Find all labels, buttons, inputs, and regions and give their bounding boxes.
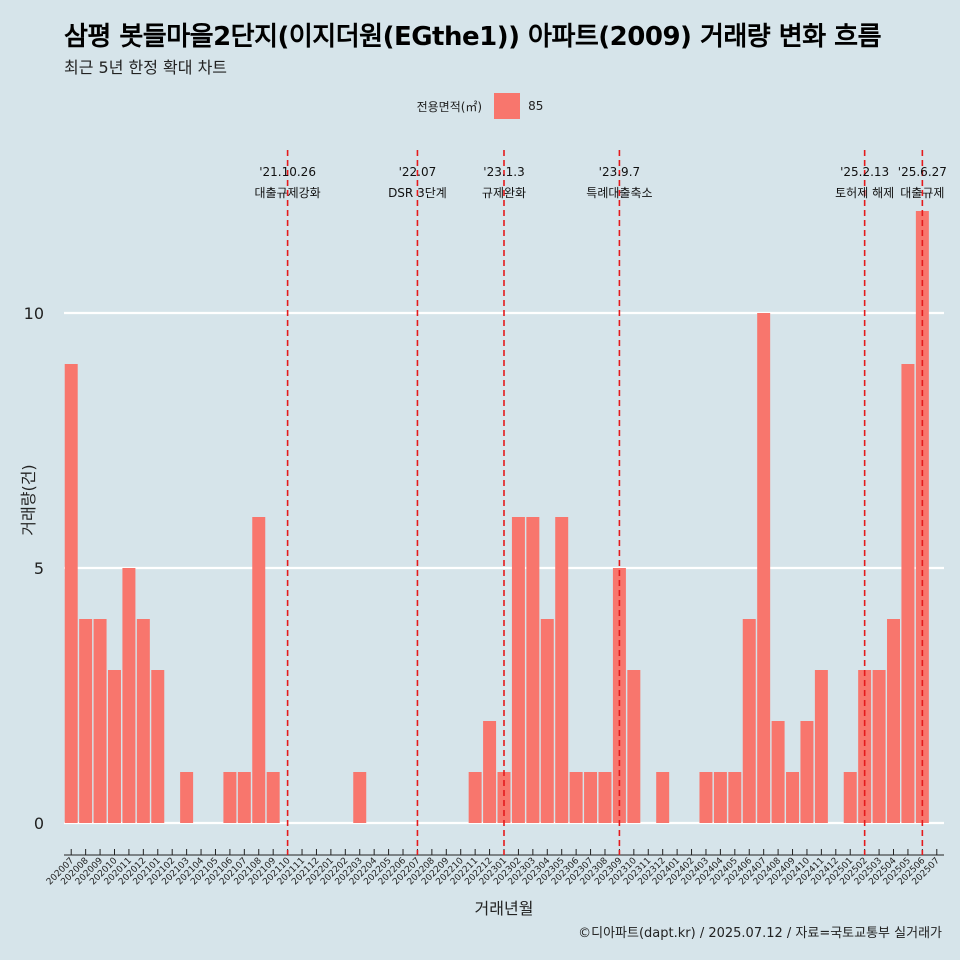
bar-202403 — [699, 772, 713, 823]
bar-202312 — [656, 772, 670, 823]
event-date-label: '25.6.27 — [898, 165, 947, 179]
bar-202408 — [771, 721, 785, 823]
event-label: DSR 3단계 — [388, 186, 447, 200]
event-label: 토허제 해제 — [835, 186, 894, 200]
source-caption: ©디아파트(dapt.kr) / 2025.07.12 / 자료=국토교통부 실… — [578, 926, 942, 941]
bar-202505 — [901, 364, 915, 823]
bar-202411 — [814, 670, 828, 823]
bar-202008 — [79, 619, 93, 823]
bar-202406 — [742, 619, 756, 823]
bar-202307 — [584, 772, 598, 823]
y-tick-label: 10 — [24, 304, 44, 323]
bar-202502 — [858, 670, 872, 823]
bar-202305 — [555, 517, 569, 823]
bar-202504 — [887, 619, 900, 823]
bar-202302 — [511, 517, 525, 823]
bar-202009 — [93, 619, 107, 823]
bar-202109 — [266, 772, 280, 823]
x-axis-title: 거래년월 — [475, 899, 534, 918]
bar-202301 — [497, 772, 511, 823]
bar-202211 — [468, 772, 482, 823]
bar-202310 — [627, 670, 641, 823]
bar-202108 — [252, 517, 266, 823]
bar-202212 — [483, 721, 497, 823]
event-date-label: '23.9.7 — [599, 165, 640, 179]
bar-202101 — [151, 670, 165, 823]
y-axis-title: 거래량(건) — [19, 464, 38, 535]
bar-202011 — [122, 568, 136, 823]
event-label: 규제완화 — [482, 186, 526, 200]
bar-202007 — [64, 364, 78, 823]
event-date-label: '22.07 — [399, 165, 437, 179]
bar-202404 — [713, 772, 727, 823]
y-tick-label: 5 — [34, 559, 44, 578]
event-label: 대출규제 — [900, 186, 944, 200]
event-date-label: '25.2.13 — [840, 165, 889, 179]
bar-202103 — [180, 772, 194, 823]
legend: 전용면적(㎡) 85 — [0, 93, 960, 119]
bar-202410 — [800, 721, 814, 823]
bar-202010 — [108, 670, 121, 823]
chart-subtitle: 최근 5년 한정 확대 차트 — [64, 58, 228, 77]
bar-202304 — [540, 619, 554, 823]
legend-title: 전용면적(㎡) — [416, 99, 483, 114]
bar-202203 — [353, 772, 367, 823]
bar-202306 — [569, 772, 583, 823]
bar-202409 — [786, 772, 800, 823]
bar-202303 — [526, 517, 540, 823]
bar-202106 — [223, 772, 237, 823]
event-label: 대출규제강화 — [254, 186, 320, 200]
bar-202503 — [872, 670, 886, 823]
event-date-label: '21.10.26 — [259, 165, 316, 179]
bar-202407 — [757, 313, 771, 823]
bar-202501 — [843, 772, 857, 823]
y-tick-label: 0 — [34, 814, 44, 833]
event-label: 특례대출축소 — [586, 186, 652, 200]
bar-202107 — [237, 772, 251, 823]
bar-202506 — [915, 211, 929, 823]
legend-item-label: 85 — [528, 99, 544, 113]
bar-202012 — [136, 619, 150, 823]
event-date-label: '23.1.3 — [483, 165, 524, 179]
chart-title: 삼평 봇들마을2단지(이지더원(EGthe1)) 아파트(2009) 거래량 변… — [64, 22, 882, 52]
bar-202308 — [598, 772, 612, 823]
legend-swatch — [494, 93, 521, 119]
bar-202405 — [728, 772, 742, 823]
